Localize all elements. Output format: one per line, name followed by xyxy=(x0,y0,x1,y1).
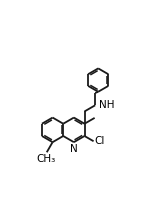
Text: N: N xyxy=(70,144,78,154)
Text: NH: NH xyxy=(99,100,115,110)
Text: CH₃: CH₃ xyxy=(36,154,56,164)
Text: Cl: Cl xyxy=(95,136,105,146)
